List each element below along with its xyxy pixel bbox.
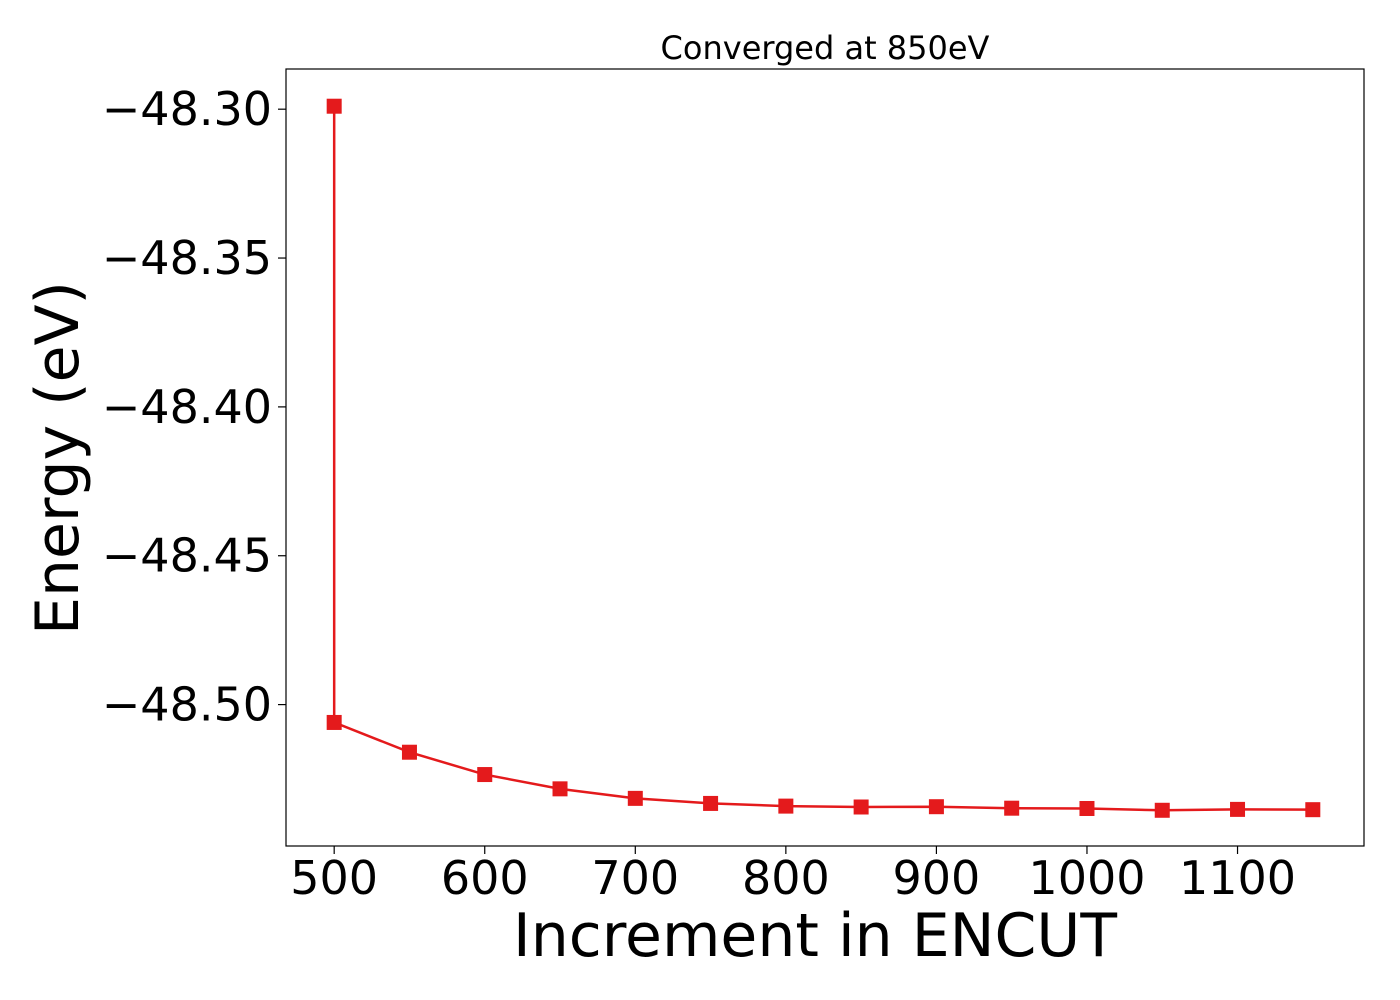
- x-tick-label: 900: [893, 851, 981, 905]
- data-point-marker: [1004, 800, 1020, 816]
- data-point-marker: [552, 781, 568, 797]
- x-tick-label: 500: [290, 851, 378, 905]
- y-axis-ticks: −48.30 −48.35 −48.40 −48.45 −48.50: [102, 82, 286, 732]
- data-point-marker: [1230, 801, 1246, 817]
- data-point-marker: [326, 98, 342, 114]
- data-point-marker: [1305, 802, 1321, 818]
- data-point-marker: [627, 790, 643, 806]
- y-tick-label: −48.45: [102, 529, 272, 583]
- data-point-marker: [401, 744, 417, 760]
- x-tick-label: 1000: [1028, 851, 1145, 905]
- data-point-marker: [1154, 802, 1170, 818]
- y-axis-label: Energy (eV): [23, 281, 93, 635]
- data-point-marker: [477, 767, 493, 783]
- data-point-marker: [928, 799, 944, 815]
- data-point-marker: [326, 714, 342, 730]
- x-tick-label: 600: [441, 851, 529, 905]
- x-tick-label: 1100: [1179, 851, 1296, 905]
- x-tick-label: 800: [742, 851, 830, 905]
- x-tick-label: 700: [591, 851, 679, 905]
- y-tick-label: −48.35: [102, 231, 272, 285]
- x-axis-label: Increment in ENCUT: [513, 901, 1117, 971]
- plot-area-frame: [285, 68, 1365, 847]
- data-point-marker: [778, 798, 794, 814]
- data-point-marker: [853, 799, 869, 815]
- chart-title: Converged at 850eV: [661, 29, 990, 67]
- x-axis-ticks: 500 600 700 800 900 1000 1100: [290, 846, 1296, 905]
- data-point-marker: [1079, 800, 1095, 816]
- y-tick-label: −48.40: [102, 380, 272, 434]
- y-tick-label: −48.50: [102, 678, 272, 732]
- y-tick-label: −48.30: [102, 82, 272, 136]
- data-point-marker: [703, 795, 719, 811]
- series-markers: [326, 98, 1321, 818]
